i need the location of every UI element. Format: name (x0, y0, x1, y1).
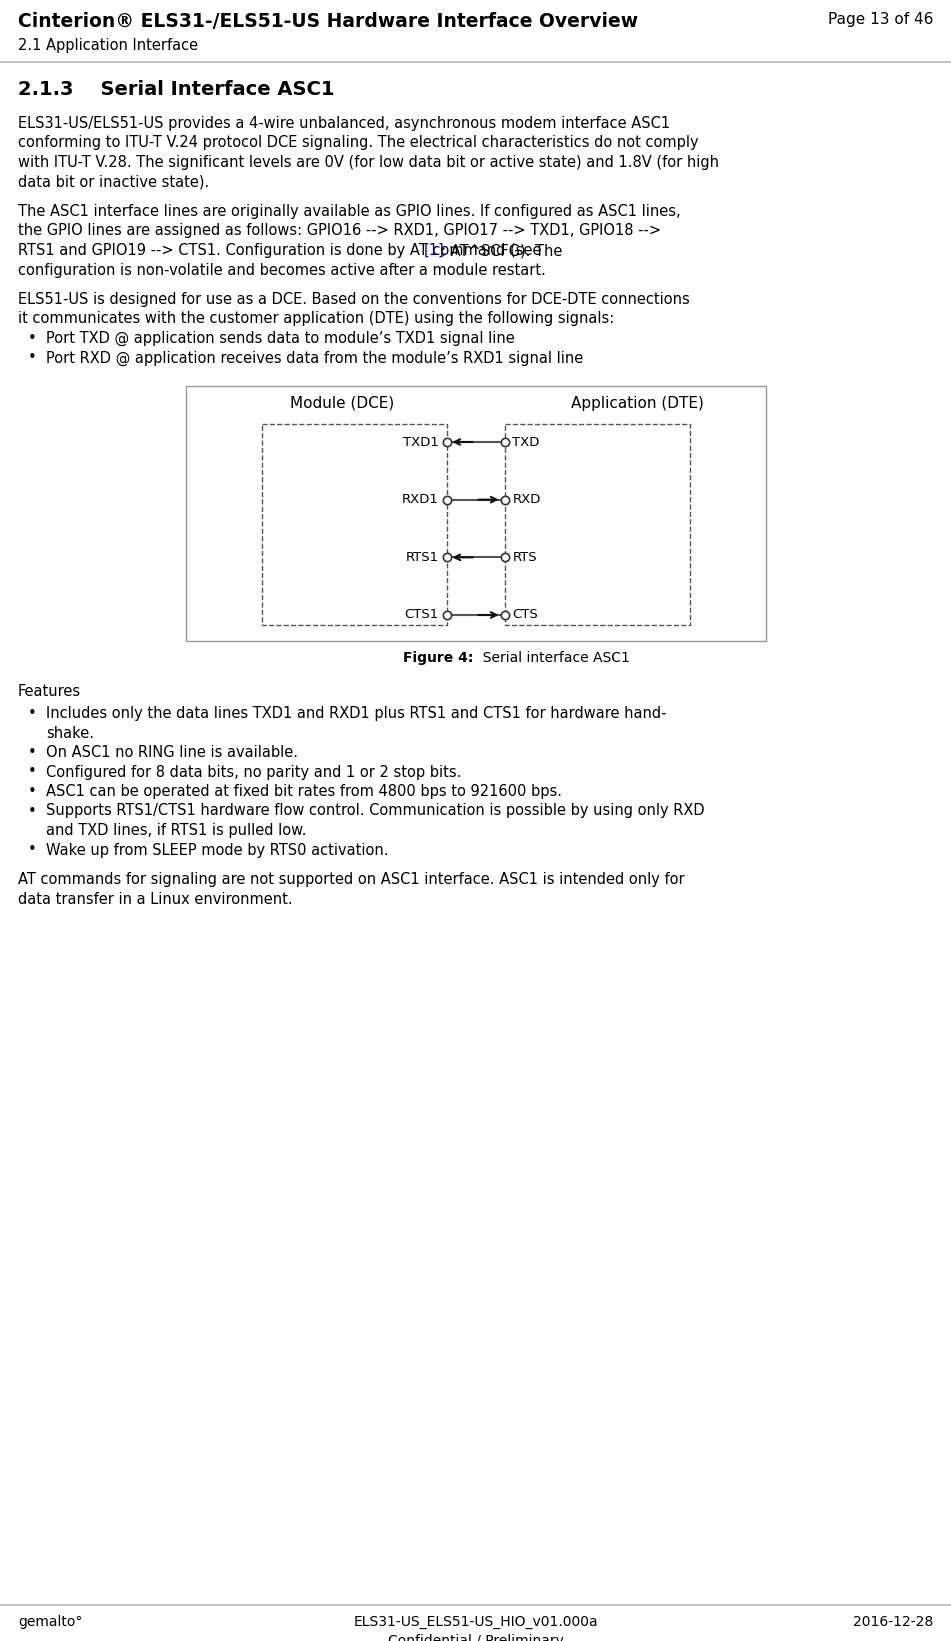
Text: data bit or inactive state).: data bit or inactive state). (18, 174, 209, 189)
Text: Confidential / Preliminary: Confidential / Preliminary (388, 1634, 563, 1641)
Text: •: • (28, 784, 37, 799)
Text: TXD1: TXD1 (402, 435, 438, 448)
Text: ASC1 can be operated at fixed bit rates from 4800 bps to 921600 bps.: ASC1 can be operated at fixed bit rates … (46, 784, 562, 799)
Text: Application (DTE): Application (DTE) (572, 395, 705, 410)
Text: •: • (28, 706, 37, 720)
Text: the GPIO lines are assigned as follows: GPIO16 --> RXD1, GPIO17 --> TXD1, GPIO18: the GPIO lines are assigned as follows: … (18, 223, 661, 238)
Text: Port RXD @ application receives data from the module’s RXD1 signal line: Port RXD @ application receives data fro… (46, 351, 583, 366)
Text: and TXD lines, if RTS1 is pulled low.: and TXD lines, if RTS1 is pulled low. (46, 824, 306, 839)
Text: [1]: [1] (423, 243, 444, 258)
Text: RTS1 and GPIO19 --> CTS1. Configuration is done by AT command (see: RTS1 and GPIO19 --> CTS1. Configuration … (18, 243, 546, 258)
Text: •: • (28, 804, 37, 819)
Text: RTS1: RTS1 (405, 551, 438, 565)
Text: •: • (28, 745, 37, 760)
Text: AT commands for signaling are not supported on ASC1 interface. ASC1 is intended : AT commands for signaling are not suppor… (18, 871, 685, 888)
Text: RTS: RTS (513, 551, 537, 565)
Text: ELS31-US/ELS51-US provides a 4-wire unbalanced, asynchronous modem interface ASC: ELS31-US/ELS51-US provides a 4-wire unba… (18, 117, 670, 131)
Text: Port TXD @ application sends data to module’s TXD1 signal line: Port TXD @ application sends data to mod… (46, 331, 514, 346)
Text: On ASC1 no RING line is available.: On ASC1 no RING line is available. (46, 745, 298, 760)
Text: Cinterion® ELS31-/ELS51-US Hardware Interface Overview: Cinterion® ELS31-/ELS51-US Hardware Inte… (18, 11, 638, 31)
Bar (504, 423, 689, 625)
Text: 2016-12-28: 2016-12-28 (853, 1615, 933, 1630)
Text: 2.1.3    Serial Interface ASC1: 2.1.3 Serial Interface ASC1 (18, 80, 335, 98)
Text: CTS: CTS (513, 609, 538, 622)
Text: ELS31-US_ELS51-US_HIO_v01.000a: ELS31-US_ELS51-US_HIO_v01.000a (353, 1615, 598, 1630)
Text: Supports RTS1/CTS1 hardware flow control. Communication is possible by using onl: Supports RTS1/CTS1 hardware flow control… (46, 804, 705, 819)
Text: shake.: shake. (46, 725, 94, 740)
Text: configuration is non-volatile and becomes active after a module restart.: configuration is non-volatile and become… (18, 263, 546, 277)
Text: Serial interface ASC1: Serial interface ASC1 (474, 651, 630, 665)
Text: gemalto°: gemalto° (18, 1615, 83, 1630)
Text: Configured for 8 data bits, no parity and 1 or 2 stop bits.: Configured for 8 data bits, no parity an… (46, 765, 461, 779)
Text: Includes only the data lines TXD1 and RXD1 plus RTS1 and CTS1 for hardware hand-: Includes only the data lines TXD1 and RX… (46, 706, 667, 720)
Text: •: • (28, 765, 37, 779)
Text: Module (DCE): Module (DCE) (290, 395, 395, 410)
Text: RXD1: RXD1 (401, 494, 438, 505)
Text: The ASC1 interface lines are originally available as GPIO lines. If configured a: The ASC1 interface lines are originally … (18, 203, 681, 218)
Bar (185, 386, 766, 642)
Text: RXD: RXD (513, 494, 541, 505)
Text: : AT^SCFG). The: : AT^SCFG). The (441, 243, 563, 258)
Text: Features: Features (18, 684, 81, 699)
Text: it communicates with the customer application (DTE) using the following signals:: it communicates with the customer applic… (18, 312, 614, 327)
Text: Figure 4:: Figure 4: (403, 651, 474, 665)
Text: CTS1: CTS1 (404, 609, 438, 622)
Text: ELS51-US is designed for use as a DCE. Based on the conventions for DCE-DTE conn: ELS51-US is designed for use as a DCE. B… (18, 292, 689, 307)
Text: •: • (28, 331, 37, 346)
Text: •: • (28, 842, 37, 858)
Text: TXD: TXD (513, 435, 540, 448)
Text: with ITU-T V.28. The significant levels are 0V (for low data bit or active state: with ITU-T V.28. The significant levels … (18, 154, 719, 171)
Text: 2.1 Application Interface: 2.1 Application Interface (18, 38, 198, 53)
Text: Wake up from SLEEP mode by RTS0 activation.: Wake up from SLEEP mode by RTS0 activati… (46, 842, 389, 858)
Text: •: • (28, 351, 37, 366)
Bar (262, 423, 447, 625)
Text: Page 13 of 46: Page 13 of 46 (827, 11, 933, 26)
Text: conforming to ITU-T V.24 protocol DCE signaling. The electrical characteristics : conforming to ITU-T V.24 protocol DCE si… (18, 136, 699, 151)
Text: data transfer in a Linux environment.: data transfer in a Linux environment. (18, 891, 293, 906)
